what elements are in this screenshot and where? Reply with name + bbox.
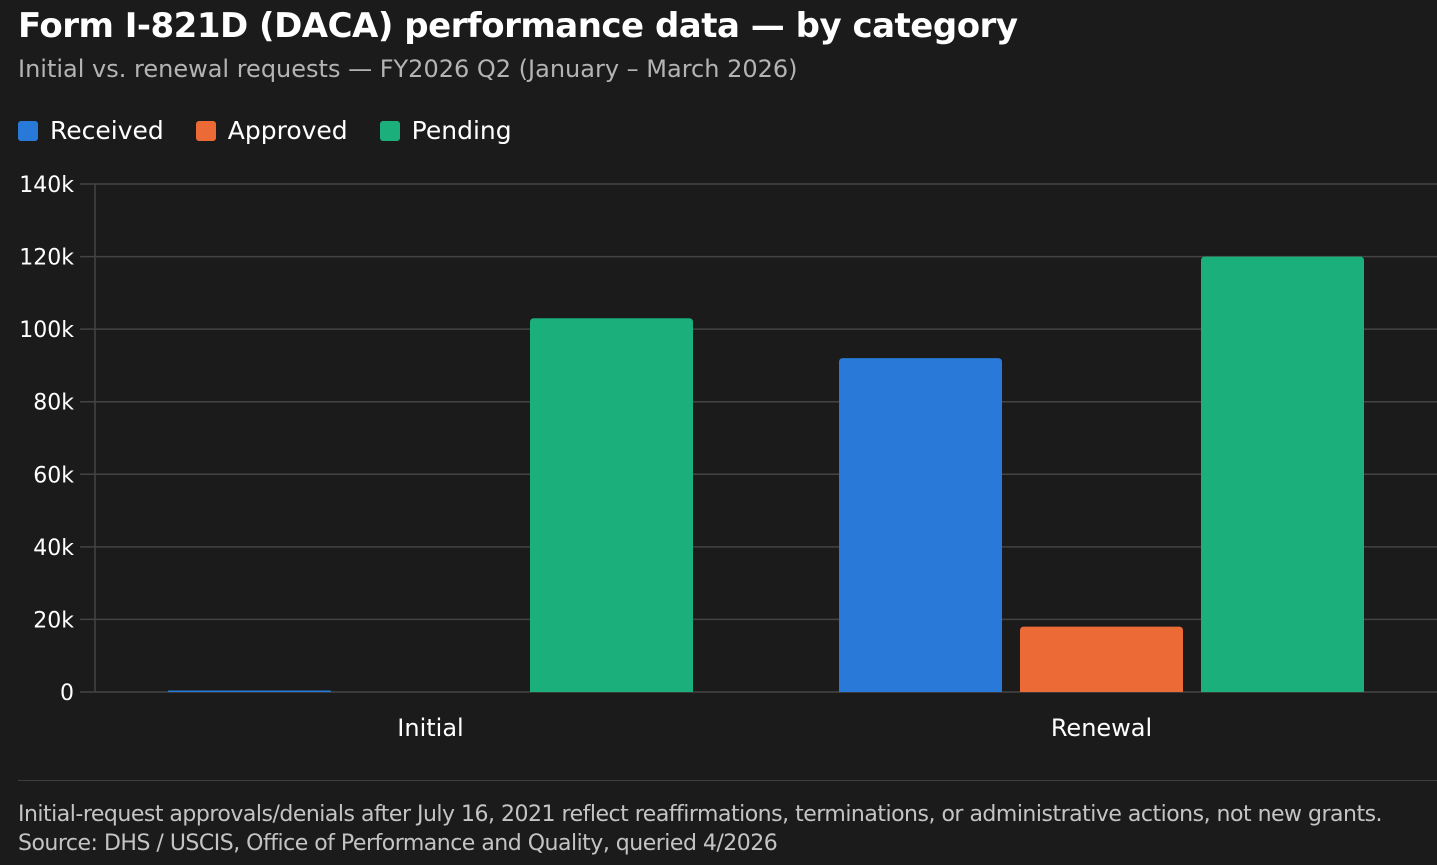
y-tick-label: 120k [19,246,74,271]
y-tick-label: 20k [33,608,74,633]
source-text: Source: DHS / USCIS, Office of Performan… [18,831,778,856]
legend-label-pending: Pending [411,116,512,145]
legend-swatch-pending [379,120,400,141]
bar-received-renewal [839,358,1002,692]
legend-swatch-approved [195,120,216,141]
legend: Received Approved Pending [18,116,544,145]
legend-label-received: Received [50,116,164,145]
x-tick-label-initial: Initial [397,714,463,742]
legend-label-approved: Approved [227,116,348,145]
legend-item-pending: Pending [379,116,512,145]
bar-pending-renewal [1201,256,1364,692]
legend-item-received: Received [18,116,164,145]
y-tick-label: 60k [33,463,74,488]
y-tick-label: 140k [19,173,74,198]
y-tick-label: 40k [33,536,74,561]
footnote-text: Initial-request approvals/denials after … [18,802,1383,827]
chart-subtitle: Initial vs. renewal requests — FY2026 Q2… [18,55,798,83]
y-tick-label: 0 [60,681,74,706]
x-tick-label-renewal: Renewal [1051,714,1152,742]
y-tick-label: 100k [19,318,74,343]
legend-item-approved: Approved [195,116,348,145]
y-tick-label: 80k [33,391,74,416]
bar-approved-renewal [1020,626,1183,692]
legend-swatch-received [18,120,38,141]
chart-title: Form I-821D (DACA) performance data — by… [18,6,1018,46]
bar-pending-initial [530,318,693,692]
footnote: Initial-request approvals/denials after … [18,800,1383,858]
bar-received-initial [168,690,331,692]
footer-divider [18,780,1437,781]
bar-chart: 0 20k 40k 60k 80k 100k 120k 140k Initial Renewal [19,173,1437,742]
